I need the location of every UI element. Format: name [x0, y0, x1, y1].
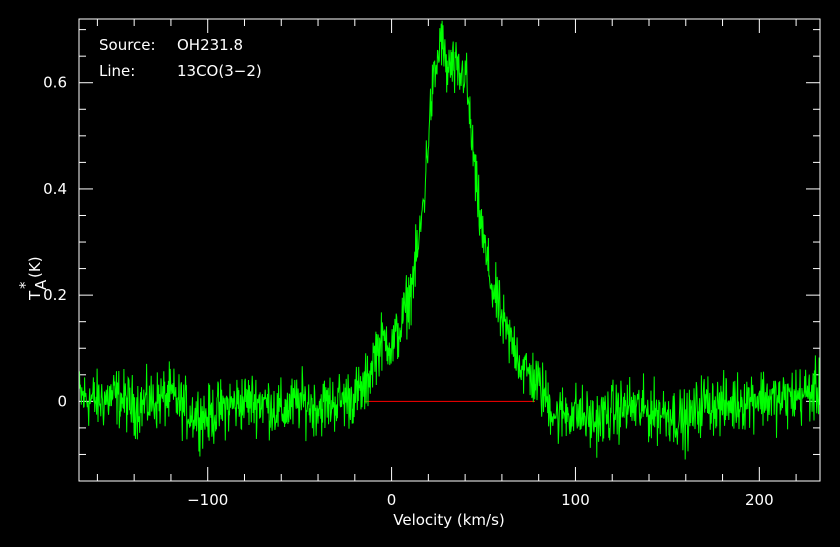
source-value: OH231.8: [177, 36, 243, 54]
y-tick-label: 0.6: [43, 74, 67, 92]
source-label: Source:: [99, 36, 156, 54]
y-tick-label: 0: [57, 392, 67, 410]
spectrum-series-line: [78, 20, 821, 460]
y-tick-label: 0.4: [43, 180, 67, 198]
line-value: 13CO(3−2): [177, 62, 262, 80]
y-axis-label: T A * (K): [16, 256, 50, 301]
y-tick-label: 0.2: [43, 286, 67, 304]
x-tick-label: 100: [561, 491, 590, 509]
x-axis-label: Velocity (km/s): [393, 511, 504, 529]
x-tick-label: −100: [187, 491, 228, 509]
y-axis-label-sub: A: [32, 279, 50, 290]
y-axis-label-unit: (K): [26, 256, 44, 278]
y-axis-label-sup: *: [16, 281, 34, 289]
tick-labels: −100 0 100 200 0 0.2 0.4 0.6: [43, 74, 774, 509]
plot-frame: [78, 18, 821, 482]
y-axis-label-main: T: [26, 290, 44, 301]
x-tick-label: 200: [745, 491, 774, 509]
tick-marks: [79, 19, 820, 481]
x-tick-label: 0: [387, 491, 397, 509]
line-label: Line:: [99, 62, 135, 80]
